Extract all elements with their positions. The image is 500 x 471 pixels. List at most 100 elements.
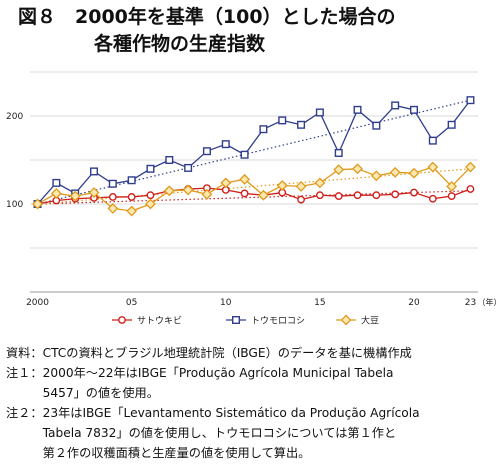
note-line: 2000年～22年はIBGE「Produção Agrícola Municip… — [42, 366, 394, 380]
data-point-corn — [240, 150, 249, 159]
data-point-corn — [108, 179, 117, 188]
data-point-sugarcane — [391, 190, 400, 199]
data-point-soybean — [145, 198, 156, 210]
data-point-corn — [447, 120, 456, 129]
data-point-corn — [428, 136, 437, 145]
x-tick-label: 10 — [220, 298, 232, 308]
data-point-sugarcane — [146, 191, 155, 200]
data-point-soybean — [352, 163, 363, 175]
data-point-corn — [353, 105, 362, 114]
data-point-soybean — [220, 177, 232, 189]
note-text: 23年はIBGE「Levantamento Sistemático da Pro… — [43, 403, 496, 463]
data-point-soybean — [314, 177, 326, 189]
data-point-sugarcane — [428, 194, 437, 203]
data-point-corn — [202, 147, 211, 156]
x-tick-label: 20 — [408, 298, 420, 308]
note-line: CTCの資料とブラジル地理統計院（IBGE）のデータを基に機構作成 — [42, 346, 412, 360]
note-label: 注２： — [6, 406, 43, 420]
data-point-corn — [334, 148, 343, 157]
data-point-soybean — [239, 173, 251, 185]
note-label: 注１： — [6, 366, 43, 380]
note-line: 第２作の収穫面積と生産量の値を使用して算出。 — [42, 446, 311, 460]
data-point-soybean — [408, 167, 420, 179]
data-point-sugarcane — [315, 191, 324, 200]
x-axis-unit: （年） — [477, 297, 500, 307]
data-point-sugarcane — [108, 193, 117, 201]
data-point-sugarcane — [466, 185, 475, 193]
legend: サトウキビ トウモロコシ 大豆 — [112, 315, 379, 327]
notes: 資料： CTCの資料とブラジル地理統計院（IBGE）のデータを基に機構作成 注１… — [6, 343, 496, 463]
line-chart: 100 200 2000 05 10 15 20 23 （年） サトウキビ トウモロコシ 大豆 — [6, 71, 500, 327]
data-point-soybean — [126, 205, 138, 217]
y-tick-label: 100 — [6, 200, 23, 210]
chart-title: 図８ 2000年を基準（100）とした場合の 各種作物の生産指数 — [18, 4, 488, 58]
data-point-sugarcane — [127, 193, 136, 201]
data-point-sugarcane — [240, 189, 249, 198]
data-point-corn — [372, 121, 381, 130]
x-tick-label: 15 — [314, 298, 325, 308]
legend-swatch-marker — [231, 315, 240, 324]
note-text: CTCの資料とブラジル地理統計院（IBGE）のデータを基に機構作成 — [43, 343, 496, 363]
data-point-soybean — [276, 180, 288, 191]
chart-title-line-1: 図８ 2000年を基準（100）とした場合の — [18, 6, 396, 28]
legend-label: 大豆 — [361, 315, 379, 327]
data-point-corn — [297, 120, 306, 129]
x-tick-label: 2000 — [26, 298, 49, 308]
data-point-corn — [52, 178, 61, 187]
note-line: Tabela 7832」の値を使用し、トウモロコシについては第１作と — [42, 426, 397, 440]
data-point-sugarcane — [353, 191, 362, 200]
data-point-sugarcane — [447, 192, 456, 200]
data-point-corn — [278, 116, 287, 125]
data-point-soybean — [163, 185, 175, 197]
legend-item-corn: トウモロコシ — [226, 316, 305, 327]
data-point-soybean — [201, 188, 213, 200]
data-point-sugarcane — [372, 191, 381, 200]
data-point-soybean — [50, 188, 62, 199]
x-tick-label: 05 — [126, 298, 137, 308]
data-point-soybean — [32, 198, 43, 210]
data-point-soybean — [295, 180, 307, 192]
legend-swatch-marker — [118, 316, 126, 324]
trend-line-soybean — [37, 168, 471, 205]
data-point-corn — [127, 176, 136, 185]
data-point-corn — [259, 125, 268, 134]
data-point-soybean — [333, 164, 345, 176]
data-point-corn — [165, 155, 174, 164]
note-1: 注１： 2000年～22年はIBGE「Produção Agrícola Mun… — [6, 363, 496, 403]
legend-item-sugarcane: サトウキビ — [112, 316, 182, 327]
data-point-soybean — [427, 161, 439, 173]
data-point-sugarcane — [297, 195, 305, 204]
data-point-soybean — [389, 166, 401, 178]
series-lines — [37, 99, 471, 212]
data-point-corn — [315, 108, 324, 117]
chart-title-line-2: 各種作物の生産指数 — [94, 33, 266, 55]
data-point-corn — [221, 140, 230, 149]
data-point-soybean — [465, 161, 476, 173]
note-line: 23年はIBGE「Levantamento Sistemático da Pro… — [42, 406, 420, 420]
tick-labels: 100 200 2000 05 10 15 20 23 （年） — [6, 112, 500, 308]
data-point-corn — [391, 101, 400, 110]
data-point-corn — [410, 105, 419, 114]
data-point-soybean — [182, 184, 194, 196]
data-point-soybean — [446, 180, 458, 192]
legend-item-soybean: 大豆 — [336, 315, 379, 327]
legend-label: サトウキビ — [137, 316, 182, 327]
note-line: 5457」の値を使用。 — [42, 386, 159, 400]
data-point-corn — [466, 96, 475, 105]
data-point-sugarcane — [334, 192, 343, 200]
data-point-sugarcane — [410, 188, 418, 197]
data-point-soybean — [69, 190, 81, 202]
grid-lines — [30, 71, 478, 293]
y-tick-label: 200 — [6, 112, 23, 122]
note-label: 資料： — [6, 346, 43, 360]
note-2: 注２： 23年はIBGE「Levantamento Sistemático da… — [6, 403, 496, 463]
data-point-soybean — [257, 189, 269, 201]
legend-label: トウモロコシ — [251, 316, 305, 327]
legend-swatch-marker — [340, 314, 352, 326]
note-source: 資料： CTCの資料とブラジル地理統計院（IBGE）のデータを基に機構作成 — [6, 343, 496, 363]
data-point-soybean — [370, 170, 382, 182]
data-point-corn — [146, 164, 155, 173]
data-point-soybean — [88, 187, 100, 198]
data-point-soybean — [107, 202, 119, 214]
x-tick-label: 23 — [465, 298, 476, 308]
